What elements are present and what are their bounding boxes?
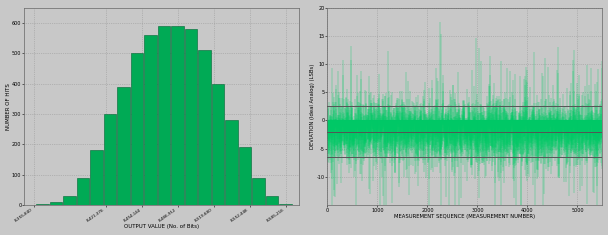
X-axis label: MEASUREMENT SEQUENCE (MEASUREMENT NUMBER): MEASUREMENT SEQUENCE (MEASUREMENT NUMBER… — [395, 214, 536, 219]
Bar — [104, 114, 116, 205]
X-axis label: OUTPUT VALUE (No. of Bits): OUTPUT VALUE (No. of Bits) — [124, 224, 199, 229]
Bar — [63, 196, 76, 205]
Bar — [117, 86, 130, 205]
Bar — [131, 53, 143, 205]
Bar — [185, 29, 198, 205]
Bar — [212, 83, 224, 205]
Bar — [226, 120, 238, 205]
Bar — [77, 178, 89, 205]
Bar — [158, 26, 170, 205]
Bar — [36, 204, 49, 205]
Bar — [50, 202, 63, 205]
Y-axis label: DEVIATION (Ideal Analog) (LSBs): DEVIATION (Ideal Analog) (LSBs) — [310, 64, 315, 149]
Bar — [144, 35, 157, 205]
Bar — [252, 178, 265, 205]
Bar — [266, 196, 278, 205]
Y-axis label: NUMBER OF HITS: NUMBER OF HITS — [5, 83, 10, 130]
Bar — [171, 26, 184, 205]
Bar — [91, 150, 103, 205]
Bar — [279, 204, 292, 205]
Bar — [239, 147, 252, 205]
Bar — [198, 50, 211, 205]
